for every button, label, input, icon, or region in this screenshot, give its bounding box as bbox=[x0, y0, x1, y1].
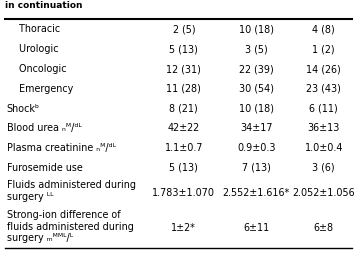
Text: 8 (21): 8 (21) bbox=[170, 103, 198, 113]
Text: 7 (13): 7 (13) bbox=[242, 162, 271, 172]
Text: 10 (18): 10 (18) bbox=[239, 24, 274, 34]
Text: Emergency: Emergency bbox=[7, 84, 73, 93]
Text: 23 (43): 23 (43) bbox=[306, 84, 341, 93]
Text: 14 (26): 14 (26) bbox=[306, 64, 341, 74]
Text: 1±2*: 1±2* bbox=[171, 223, 196, 232]
Text: 5 (13): 5 (13) bbox=[170, 44, 198, 54]
Text: 1.0±0.4: 1.0±0.4 bbox=[305, 143, 343, 153]
Text: 34±17: 34±17 bbox=[240, 123, 273, 133]
Text: 6 (11): 6 (11) bbox=[309, 103, 338, 113]
Text: 36±13: 36±13 bbox=[307, 123, 340, 133]
Text: Urologic: Urologic bbox=[7, 44, 58, 54]
Text: 2.552±1.616*: 2.552±1.616* bbox=[223, 187, 290, 197]
Text: Shockᵇ: Shockᵇ bbox=[7, 103, 40, 113]
Text: 30 (54): 30 (54) bbox=[239, 84, 274, 93]
Text: 6±8: 6±8 bbox=[314, 223, 334, 232]
Text: 0.9±0.3: 0.9±0.3 bbox=[237, 143, 276, 153]
Text: 3 (5): 3 (5) bbox=[245, 44, 268, 54]
Text: 1.1±0.7: 1.1±0.7 bbox=[164, 143, 203, 153]
Text: 11 (28): 11 (28) bbox=[166, 84, 201, 93]
Text: 6±11: 6±11 bbox=[243, 223, 270, 232]
Text: 4 (8): 4 (8) bbox=[313, 24, 335, 34]
Text: surgery ₘᴹᴹᴸ/ᴸ: surgery ₘᴹᴹᴸ/ᴸ bbox=[7, 232, 73, 242]
Text: Blood urea ₙᴹ/ᵈᴸ: Blood urea ₙᴹ/ᵈᴸ bbox=[7, 123, 81, 133]
Text: 42±22: 42±22 bbox=[168, 123, 200, 133]
Text: 2.052±1.056: 2.052±1.056 bbox=[293, 187, 355, 197]
Text: Fluids administered during: Fluids administered during bbox=[7, 179, 136, 189]
Text: in continuation: in continuation bbox=[5, 1, 82, 10]
Text: 3 (6): 3 (6) bbox=[313, 162, 335, 172]
Text: 22 (39): 22 (39) bbox=[239, 64, 274, 74]
Text: 10 (18): 10 (18) bbox=[239, 103, 274, 113]
Text: Oncologic: Oncologic bbox=[7, 64, 66, 74]
Text: 1 (2): 1 (2) bbox=[313, 44, 335, 54]
Text: 12 (31): 12 (31) bbox=[166, 64, 201, 74]
Text: Plasma creatinine ₙᴹ/ᵈᴸ: Plasma creatinine ₙᴹ/ᵈᴸ bbox=[7, 143, 116, 153]
Text: fluids administered during: fluids administered during bbox=[7, 221, 134, 231]
Text: 2 (5): 2 (5) bbox=[172, 24, 195, 34]
Text: Furosemide use: Furosemide use bbox=[7, 162, 82, 172]
Text: Thoracic: Thoracic bbox=[7, 24, 60, 34]
Text: Strong-ion difference of: Strong-ion difference of bbox=[7, 209, 120, 219]
Text: 5 (13): 5 (13) bbox=[170, 162, 198, 172]
Text: surgery ᴸᴸ: surgery ᴸᴸ bbox=[7, 192, 53, 201]
Text: 1.783±1.070: 1.783±1.070 bbox=[152, 187, 215, 197]
